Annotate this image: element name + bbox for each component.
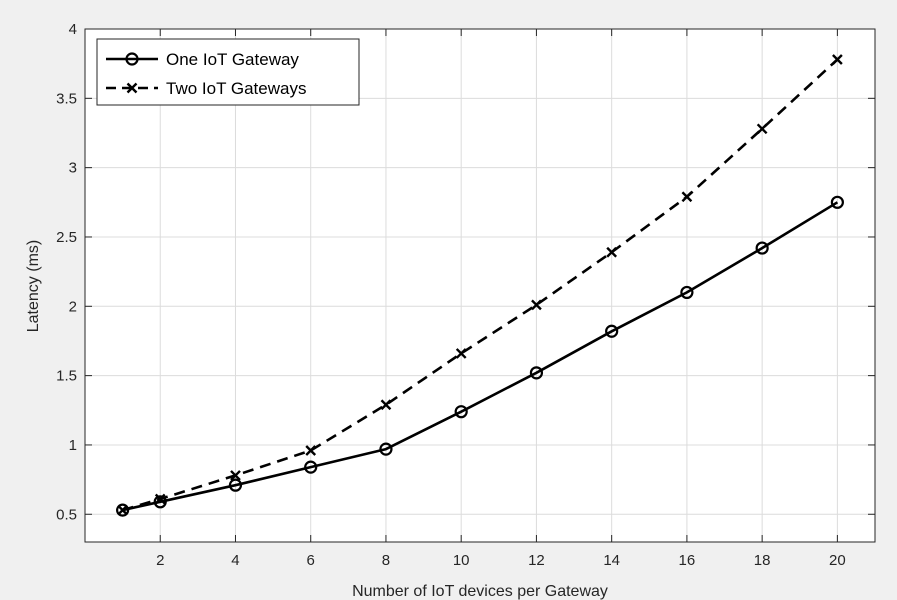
data-point-one-iot-gateway	[755, 241, 769, 255]
y-tick-label: 4	[69, 21, 77, 38]
x-tick-label: 8	[382, 552, 390, 569]
plot-area	[85, 29, 875, 542]
data-point-two-iot-gateways	[832, 54, 843, 65]
data-point-one-iot-gateway	[153, 495, 167, 509]
x-tick-label: 4	[231, 552, 239, 569]
y-axis-label: Latency (ms)	[25, 240, 42, 332]
legend-label-two-iot-gateways: Two IoT Gateways	[166, 79, 306, 98]
data-point-one-iot-gateway	[529, 366, 544, 380]
legend-swatch-marker-two-iot-gateways	[126, 82, 138, 94]
legend: One IoT Gateway Two IoT Gateways	[96, 38, 360, 106]
data-point-one-iot-gateway	[304, 460, 318, 474]
data-point-two-iot-gateways	[230, 470, 241, 481]
x-tick-label: 2	[156, 552, 164, 569]
y-tick-label: 3	[69, 160, 77, 177]
x-axis-label: Number of IoT devices per Gateway	[352, 583, 608, 600]
y-tick-label: 3.5	[56, 90, 77, 107]
legend-label-one-iot-gateway: One IoT Gateway	[166, 50, 299, 69]
tick-layer: 2 4 6 8 10 12 14 16 18 20 0.5 1 1.5 2 2.5 3 3.5 4	[56, 21, 875, 569]
x-tick-label: 20	[829, 552, 846, 569]
x-tick-label: 14	[603, 552, 620, 569]
grid	[85, 28, 875, 542]
x-tick-label: 12	[528, 552, 545, 569]
legend-swatches	[106, 52, 158, 94]
x-tick-label: 18	[754, 552, 771, 569]
data-point-one-iot-gateway	[379, 442, 393, 456]
series-line-two-iot-gateways	[122, 58, 839, 512]
plot-frame	[84, 28, 876, 543]
x-tick-label: 10	[453, 552, 470, 569]
series-layer	[116, 54, 844, 517]
data-point-one-iot-gateway	[116, 503, 130, 517]
y-tick-label: 2	[69, 298, 77, 315]
legend-swatch-marker-one-iot-gateway	[125, 52, 139, 66]
data-point-two-iot-gateways	[531, 299, 542, 311]
x-tick-label: 6	[307, 552, 315, 569]
data-point-two-iot-gateways	[305, 445, 317, 456]
series-line-one-iot-gateway	[122, 201, 839, 512]
data-point-one-iot-gateway	[228, 478, 243, 492]
data-point-two-iot-gateways	[380, 399, 392, 411]
data-point-two-iot-gateways	[455, 348, 467, 359]
y-tick-label: 2.5	[56, 229, 77, 246]
legend-box	[96, 38, 360, 106]
data-point-one-iot-gateway	[605, 324, 619, 338]
x-tick-label: 16	[679, 552, 696, 569]
data-point-one-iot-gateway	[830, 195, 844, 209]
data-point-two-iot-gateways	[756, 123, 768, 135]
data-point-one-iot-gateway	[454, 405, 468, 419]
y-tick-label: 1	[69, 437, 77, 454]
y-tick-label: 1.5	[56, 368, 77, 385]
y-tick-label: 0.5	[56, 506, 77, 523]
data-point-two-iot-gateways	[606, 246, 618, 258]
data-point-one-iot-gateway	[680, 285, 694, 300]
data-point-two-iot-gateways	[681, 191, 693, 203]
